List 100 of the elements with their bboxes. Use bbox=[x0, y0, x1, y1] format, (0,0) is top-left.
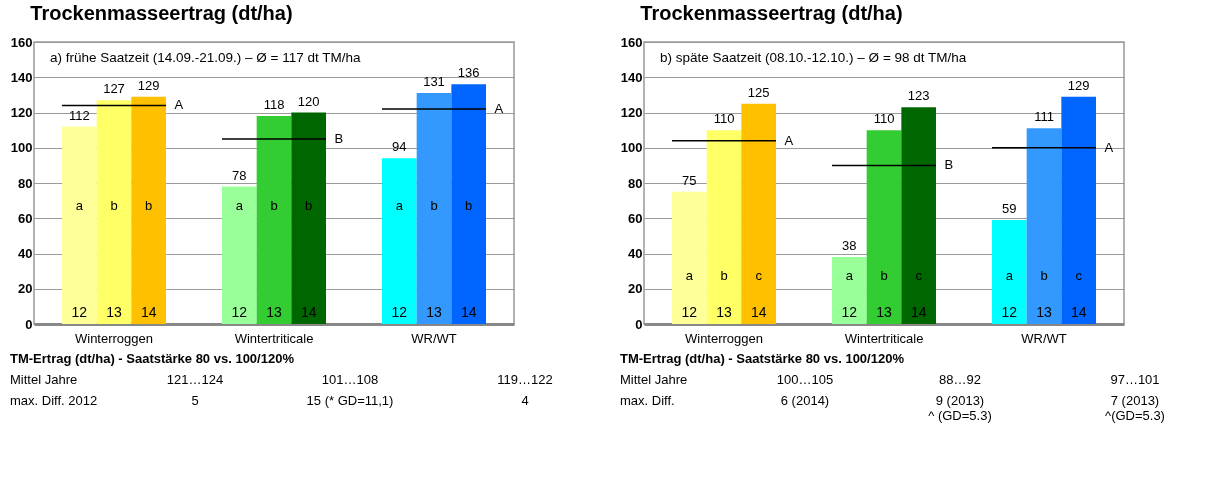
data-label: 125 bbox=[747, 84, 770, 100]
y-tick-label: 140 bbox=[10, 69, 33, 85]
text: 14 bbox=[1070, 304, 1087, 320]
data-label: 136 bbox=[457, 65, 480, 81]
x-tick-label: Wintertriticale bbox=[844, 330, 924, 346]
text: 101…108 bbox=[320, 372, 380, 387]
x-tick-label: Winterroggen bbox=[74, 330, 154, 346]
text: max. Diff. bbox=[620, 393, 676, 410]
data-label: 59 bbox=[1002, 201, 1017, 217]
annotation: a bbox=[235, 197, 244, 213]
series-label: 13 bbox=[106, 304, 122, 320]
text: TM-Ertrag (dt/ha) - Saatstärke 80 vs. 100/120% bbox=[620, 351, 905, 366]
annotation: b bbox=[880, 268, 888, 284]
annotation: b bbox=[720, 268, 728, 284]
data-label: 38 bbox=[842, 238, 857, 254]
annotation: b bbox=[1040, 268, 1048, 284]
y-tick-label: 100 bbox=[10, 140, 33, 156]
y-tick-label: 20 bbox=[628, 281, 643, 297]
x-tick-label: WR/WT bbox=[1021, 330, 1067, 346]
text: 88…92 bbox=[938, 372, 982, 387]
chart-title: Trockenmasseertrag (dt/ha) bbox=[640, 2, 903, 24]
text: 6 (2014) bbox=[779, 393, 831, 410]
chart-title: Trockenmasseertrag (dt/ha) bbox=[30, 2, 293, 24]
ref-line-label: B bbox=[334, 130, 344, 146]
annotation: a bbox=[1005, 268, 1014, 284]
text: 9 (2013) ^ (GD=5.3) bbox=[927, 393, 993, 423]
annotation: a bbox=[395, 197, 404, 213]
data-label: 120 bbox=[297, 93, 320, 109]
text: 12 bbox=[1001, 304, 1018, 320]
series-label: 12 bbox=[71, 304, 88, 320]
data-label: 118 bbox=[263, 97, 285, 113]
y-tick-label: 160 bbox=[620, 34, 643, 50]
series-label: 13 bbox=[716, 304, 732, 320]
series-label: 14 bbox=[140, 304, 157, 320]
text: a) frühe Saatzeit (14.09.-21.09.) – Ø = 117 dt TM/ha bbox=[50, 50, 362, 65]
y-tick-label: 100 bbox=[620, 140, 643, 156]
text: 14 bbox=[300, 304, 317, 320]
annotation: a bbox=[685, 268, 694, 284]
text: 119…122 bbox=[496, 372, 554, 387]
ref-line-label: A bbox=[1104, 139, 1114, 155]
x-tick-label: WR/WT bbox=[411, 330, 457, 346]
annotation: c bbox=[755, 268, 763, 284]
text: 12 bbox=[841, 304, 858, 320]
data-label: 129 bbox=[137, 77, 160, 93]
text: 12 bbox=[391, 304, 408, 320]
data-label: 112 bbox=[68, 107, 90, 123]
y-tick-label: 160 bbox=[10, 34, 33, 50]
annotation: b bbox=[430, 197, 438, 213]
series-label: 12 bbox=[681, 304, 698, 320]
annotation: b bbox=[110, 197, 118, 213]
y-tick-label: 40 bbox=[18, 246, 33, 261]
data-label: 111 bbox=[1034, 109, 1054, 125]
text: 14 bbox=[460, 304, 477, 320]
annotation: a bbox=[845, 268, 854, 284]
ref-line-label: A bbox=[784, 132, 794, 148]
data-label: 110 bbox=[713, 111, 735, 127]
y-tick-label: 0 bbox=[635, 316, 643, 332]
text: Mittel Jahre bbox=[10, 372, 79, 387]
y-tick-label: 60 bbox=[628, 210, 643, 226]
data-label: 94 bbox=[392, 139, 407, 155]
annotation: a bbox=[75, 197, 84, 213]
ref-line-label: A bbox=[174, 97, 184, 113]
y-tick-label: 60 bbox=[18, 210, 33, 226]
text: 13 bbox=[426, 304, 442, 320]
text: 100…105 bbox=[775, 372, 835, 387]
text: 13 bbox=[266, 304, 282, 320]
data-label: 123 bbox=[907, 88, 930, 104]
annotation: b bbox=[465, 197, 473, 213]
text: 7 (2013) ^(GD=5.3) bbox=[1104, 393, 1166, 423]
annotation: b bbox=[305, 197, 313, 213]
y-tick-label: 40 bbox=[628, 246, 643, 261]
text: 13 bbox=[1036, 304, 1052, 320]
data-label: 129 bbox=[1067, 77, 1090, 93]
text: 4 bbox=[520, 393, 530, 408]
annotation: c bbox=[915, 268, 923, 284]
ref-line-label: A bbox=[494, 100, 504, 116]
annotation: b bbox=[145, 197, 153, 213]
y-tick-label: 0 bbox=[25, 316, 33, 332]
data-label: 131 bbox=[423, 74, 445, 90]
text: 14 bbox=[910, 304, 927, 320]
y-tick-label: 80 bbox=[18, 175, 33, 191]
series-label: 14 bbox=[750, 304, 767, 320]
x-tick-label: Winterroggen bbox=[684, 330, 764, 346]
text: 13 bbox=[876, 304, 892, 320]
text: 97…101 bbox=[1109, 372, 1161, 387]
data-label: 110 bbox=[873, 111, 895, 127]
y-tick-label: 120 bbox=[620, 105, 643, 120]
text: b) späte Saatzeit (08.10.-12.10.) – Ø = 98 dt TM/ha bbox=[660, 50, 967, 65]
text: 15 (* GD=11,1) bbox=[305, 393, 395, 408]
ref-line-label: B bbox=[944, 157, 954, 173]
annotation: b bbox=[270, 197, 278, 213]
y-tick-label: 80 bbox=[628, 175, 643, 191]
data-label: 75 bbox=[682, 172, 697, 188]
text: 12 bbox=[231, 304, 248, 320]
annotation: c bbox=[1075, 268, 1083, 284]
text: Mittel Jahre bbox=[620, 372, 689, 387]
text: 121…124 bbox=[165, 372, 225, 387]
x-tick-label: Wintertriticale bbox=[234, 330, 314, 346]
y-tick-label: 120 bbox=[10, 105, 33, 120]
data-label: 127 bbox=[103, 81, 125, 97]
